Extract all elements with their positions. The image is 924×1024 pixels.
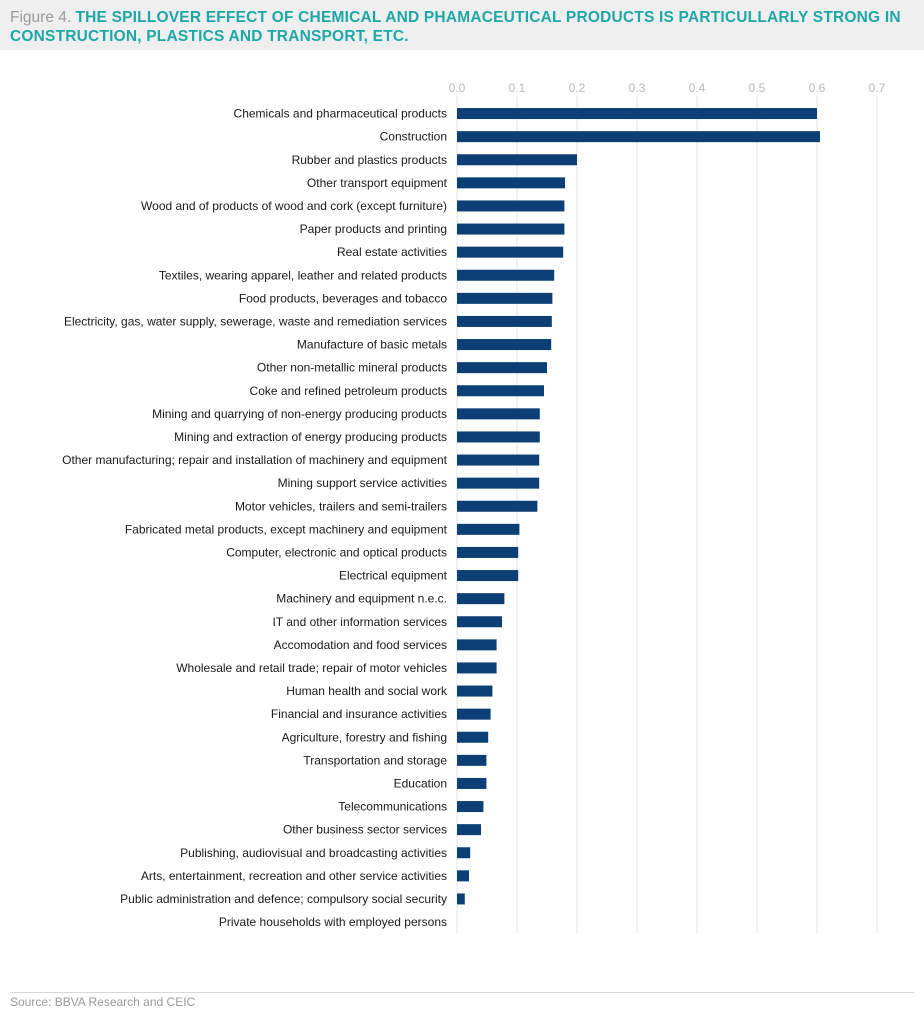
category-label: Accomodation and food services: [274, 638, 447, 652]
category-label: Wholesale and retail trade; repair of mo…: [176, 661, 447, 675]
x-tick-label: 0.3: [629, 81, 646, 95]
category-label: IT and other information services: [272, 615, 447, 629]
bar: [457, 754, 487, 766]
category-label: Transportation and storage: [303, 753, 447, 767]
x-tick-label: 0.2: [569, 81, 586, 95]
x-tick-label: 0.4: [689, 81, 706, 95]
category-label: Real estate activities: [337, 245, 447, 259]
x-tick-label: 0.5: [749, 81, 766, 95]
category-label: Mining and extraction of energy producin…: [174, 430, 447, 444]
figure-label: Figure 4.: [10, 9, 72, 26]
category-label: Private households with employed persons: [219, 915, 447, 929]
bar: [457, 847, 471, 859]
x-tick-label: 0.1: [509, 81, 526, 95]
category-label: Telecommunications: [338, 800, 447, 814]
category-label: Chemicals and pharmaceutical products: [234, 107, 447, 121]
bar: [457, 546, 519, 558]
bar: [457, 662, 497, 674]
bar: [457, 639, 497, 651]
category-label: Construction: [380, 130, 447, 144]
bar: [457, 362, 547, 374]
bar: [457, 269, 555, 281]
bar: [457, 777, 487, 789]
category-label: Coke and refined petroleum products: [250, 384, 447, 398]
category-label: Arts, entertainment, recreation and othe…: [141, 869, 447, 883]
bar: [457, 339, 552, 351]
bar: [457, 824, 481, 836]
bar: [457, 177, 565, 189]
bar: [457, 893, 465, 905]
category-label: Fabricated metal products, except machin…: [125, 522, 448, 536]
bar: [457, 315, 552, 327]
bar: [457, 500, 538, 512]
category-label: Financial and insurance activities: [271, 707, 447, 721]
category-label: Human health and social work: [286, 684, 448, 698]
category-label: Food products, beverages and tobacco: [239, 291, 447, 305]
category-label: Electricity, gas, water supply, sewerage…: [64, 314, 447, 328]
bar: [457, 616, 502, 628]
x-tick-label: 0.7: [869, 81, 886, 95]
category-label: Motor vehicles, trailers and semi-traile…: [235, 499, 447, 513]
category-label: Mining support service activities: [278, 476, 447, 490]
footer-divider: [10, 992, 914, 993]
bar: [457, 477, 540, 489]
bar: [457, 870, 469, 882]
x-tick-label: 0.0: [449, 81, 466, 95]
category-label: Machinery and equipment n.e.c.: [276, 592, 447, 606]
bar: [457, 223, 565, 235]
bar: [457, 431, 540, 443]
category-label: Publishing, audiovisual and broadcasting…: [180, 846, 447, 860]
bar-chart: 0.0 0.1 0.2 0.3 0.4 0.5 0.6 0.7 Chemicals and ph…: [62, 81, 886, 934]
category-label: Computer, electronic and optical product…: [226, 545, 447, 559]
bar: [457, 131, 820, 143]
category-label: Other non-metallic mineral products: [257, 361, 447, 375]
bar: [457, 801, 484, 813]
category-label: Rubber and plastics products: [292, 153, 447, 167]
bar: [457, 385, 544, 397]
bar: [457, 200, 565, 212]
category-label: Manufacture of basic metals: [297, 338, 447, 352]
bar: [457, 408, 540, 420]
category-label: Paper products and printing: [300, 222, 447, 236]
bar: [457, 246, 564, 258]
category-label: Other manufacturing; repair and installa…: [62, 453, 448, 467]
category-label: Other transport equipment: [307, 176, 448, 190]
category-label: Education: [394, 776, 447, 790]
bar: [457, 292, 553, 304]
bar: [457, 708, 491, 720]
x-tick-label: 0.6: [809, 81, 826, 95]
category-label: Textiles, wearing apparel, leather and r…: [159, 268, 447, 282]
category-label: Wood and of products of wood and cork (e…: [141, 199, 447, 213]
category-label: Public administration and defence; compu…: [120, 892, 447, 906]
category-label: Electrical equipment: [339, 569, 448, 583]
category-label: Other business sector services: [283, 823, 447, 837]
category-label: Agriculture, forestry and fishing: [282, 730, 447, 744]
source-note: Source: BBVA Research and CEIC: [10, 995, 196, 1009]
bar: [457, 731, 489, 743]
figure-title: THE SPILLOVER EFFECT OF CHEMICAL AND PHA…: [10, 9, 901, 45]
bar: [457, 593, 505, 605]
figure-title-box: Figure 4. THE SPILLOVER EFFECT OF CHEMIC…: [0, 0, 924, 50]
bar: [457, 523, 520, 535]
bar: [457, 154, 577, 166]
bar: [457, 685, 493, 697]
bar: [457, 108, 817, 120]
bar: [457, 570, 519, 582]
bar: [457, 454, 540, 466]
category-label: Mining and quarrying of non-energy produ…: [152, 407, 447, 421]
